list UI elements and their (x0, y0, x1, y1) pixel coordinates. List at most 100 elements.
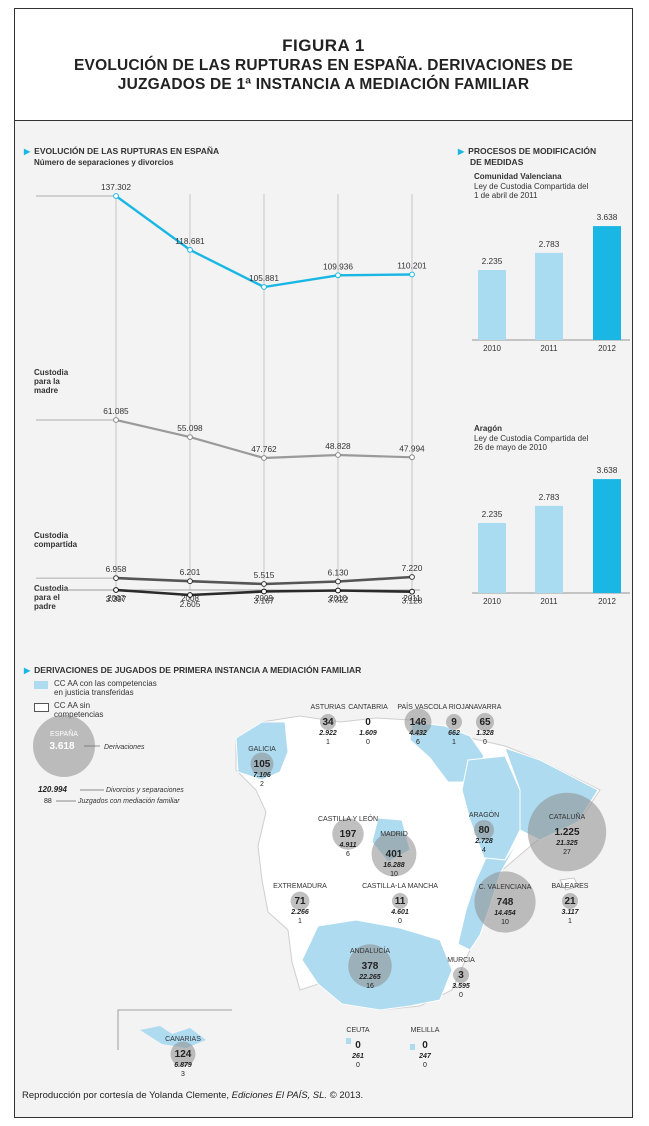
label-padre-1: Custodia (34, 584, 69, 593)
legend-without-a: CC AA sin (54, 701, 91, 710)
triangle-icon: ▶ (24, 147, 31, 156)
bar-label-ar: 3.638 (597, 465, 618, 475)
label-padre-3: padre (34, 602, 56, 611)
juzgados-value: 3 (181, 1071, 185, 1078)
data-label-padre: 2.605 (180, 599, 201, 609)
bar-ar (478, 523, 506, 593)
data-point-divorces (335, 272, 341, 279)
label-madre-1: Custodia (34, 368, 69, 377)
bar-label-cv: 2.235 (482, 256, 503, 266)
bar-category-cv: 2012 (598, 344, 616, 353)
data-point-padre (261, 588, 267, 595)
derivaciones-value: 197 (340, 829, 357, 840)
data-label-madre: 55.098 (177, 423, 203, 433)
region-name: LA RIOJA (439, 704, 470, 711)
bubble (170, 1041, 196, 1067)
divorcios-value: 14.454 (494, 910, 516, 917)
juzgados-value: 10 (390, 871, 398, 878)
divorcios-value: 4.432 (408, 730, 427, 737)
divorcios-value: 2.728 (474, 838, 493, 845)
x-tick-label: 2010 (329, 594, 347, 603)
derivaciones-value: 1.225 (554, 827, 579, 838)
data-point-compartida (261, 581, 267, 587)
juzgados-value: 6 (346, 851, 350, 858)
legend-key-deriv: Derivaciones (104, 744, 145, 751)
divorcios-value: 7.106 (253, 772, 271, 779)
region-name: CASTILLA-LA MANCHA (362, 883, 438, 890)
derivaciones-value: 21 (564, 896, 576, 907)
data-point-divorces (187, 247, 193, 253)
region-ceuta (346, 1038, 351, 1044)
derivaciones-value: 11 (395, 896, 406, 907)
juzgados-value: 1 (298, 918, 302, 925)
bar-ar (593, 479, 621, 593)
bubble (527, 792, 607, 872)
ar-note-a: Ley de Custodia Compartida del (474, 434, 589, 443)
bar-label-cv: 2.783 (539, 239, 560, 249)
region-name: CASTILLA Y LEÓN (318, 814, 378, 823)
data-label-padre: 3.397 (106, 594, 127, 604)
x-tick-label: 2007 (107, 594, 125, 603)
data-label-compartida: 6.958 (106, 564, 127, 574)
label-custodia-madre: Custodia para la madre (34, 368, 68, 395)
bars-title-a: PROCESOS DE MODIFICACIÓN (468, 146, 597, 156)
bubble (476, 713, 494, 731)
region-name: PAÍS VASCO (397, 702, 439, 711)
juzgados-value: 16 (366, 983, 374, 990)
bubble (348, 944, 392, 988)
derivaciones-value: 0 (355, 1040, 361, 1051)
derivaciones-value: 80 (478, 825, 490, 836)
divorcios-value: 1.328 (476, 730, 494, 737)
x-tick-label: 2008 (181, 594, 199, 603)
bubble (474, 871, 536, 933)
data-label-compartida: 7.220 (402, 563, 423, 573)
juzgados-value: 0 (423, 1062, 427, 1069)
juzgados-value: 27 (563, 849, 571, 856)
region-name: ANDALUCÍA (350, 946, 390, 955)
bubble (320, 714, 336, 730)
data-point-divorces (113, 193, 119, 199)
legend-with-b: en justicia transferidas (54, 688, 134, 697)
line-chart-title: EVOLUCIÓN DE LAS RUPTURAS EN ESPAÑA (34, 146, 220, 156)
bar-category-cv: 2010 (483, 344, 501, 353)
bubble (404, 708, 432, 736)
data-point-padre (113, 587, 119, 593)
figure-header: FIGURA 1 EVOLUCIÓN DE LAS RUPTURAS EN ES… (15, 9, 632, 121)
region-canarias (140, 1026, 206, 1048)
region-name: EXTREMADURA (273, 883, 327, 890)
bar-label-cv: 3.638 (597, 212, 618, 222)
juzgados-value: 4 (482, 847, 486, 854)
legend-without-b: competencias (54, 710, 104, 719)
bar-category-ar: 2010 (483, 597, 501, 606)
divorcios-value: 247 (418, 1053, 432, 1060)
divorcios-value: 22.265 (358, 974, 381, 981)
line-chart-section-title: ▶ EVOLUCIÓN DE LAS RUPTURAS EN ESPAÑA (24, 146, 219, 156)
region-name: MURCIA (447, 957, 475, 964)
credits-c: © 2013. (327, 1090, 364, 1101)
bar-category-cv: 2011 (540, 344, 558, 353)
region-name: NAVARRA (469, 704, 502, 711)
data-label-madre: 47.994 (399, 443, 425, 453)
label-madre-3: madre (34, 386, 59, 395)
region-name: MELILLA (411, 1027, 440, 1034)
divorcios-value: 261 (351, 1053, 364, 1060)
divorcios-value: 3.117 (562, 909, 580, 916)
data-label-divorces: 110.201 (397, 261, 427, 271)
bubble (446, 714, 462, 730)
data-point-divorces (409, 271, 415, 278)
data-point-compartida (187, 578, 193, 585)
derivaciones-value: 3 (458, 970, 464, 981)
region-name: CEUTA (346, 1027, 370, 1034)
juzgados-value: 1 (568, 918, 572, 925)
data-point-padre (335, 587, 341, 594)
data-label-compartida: 6.201 (180, 567, 201, 577)
divorcios-value: 1.609 (359, 730, 377, 737)
divorcios-value: 6.879 (174, 1062, 192, 1069)
bubble (332, 818, 364, 850)
data-point-compartida (113, 575, 119, 581)
juzgados-value: 6 (416, 739, 420, 746)
divorcios-value: 2.266 (290, 909, 309, 916)
derivaciones-value: 71 (294, 896, 306, 907)
derivaciones-value: 401 (386, 849, 403, 860)
line-chart-y-title: Número de separaciones y divorcios (34, 158, 174, 167)
